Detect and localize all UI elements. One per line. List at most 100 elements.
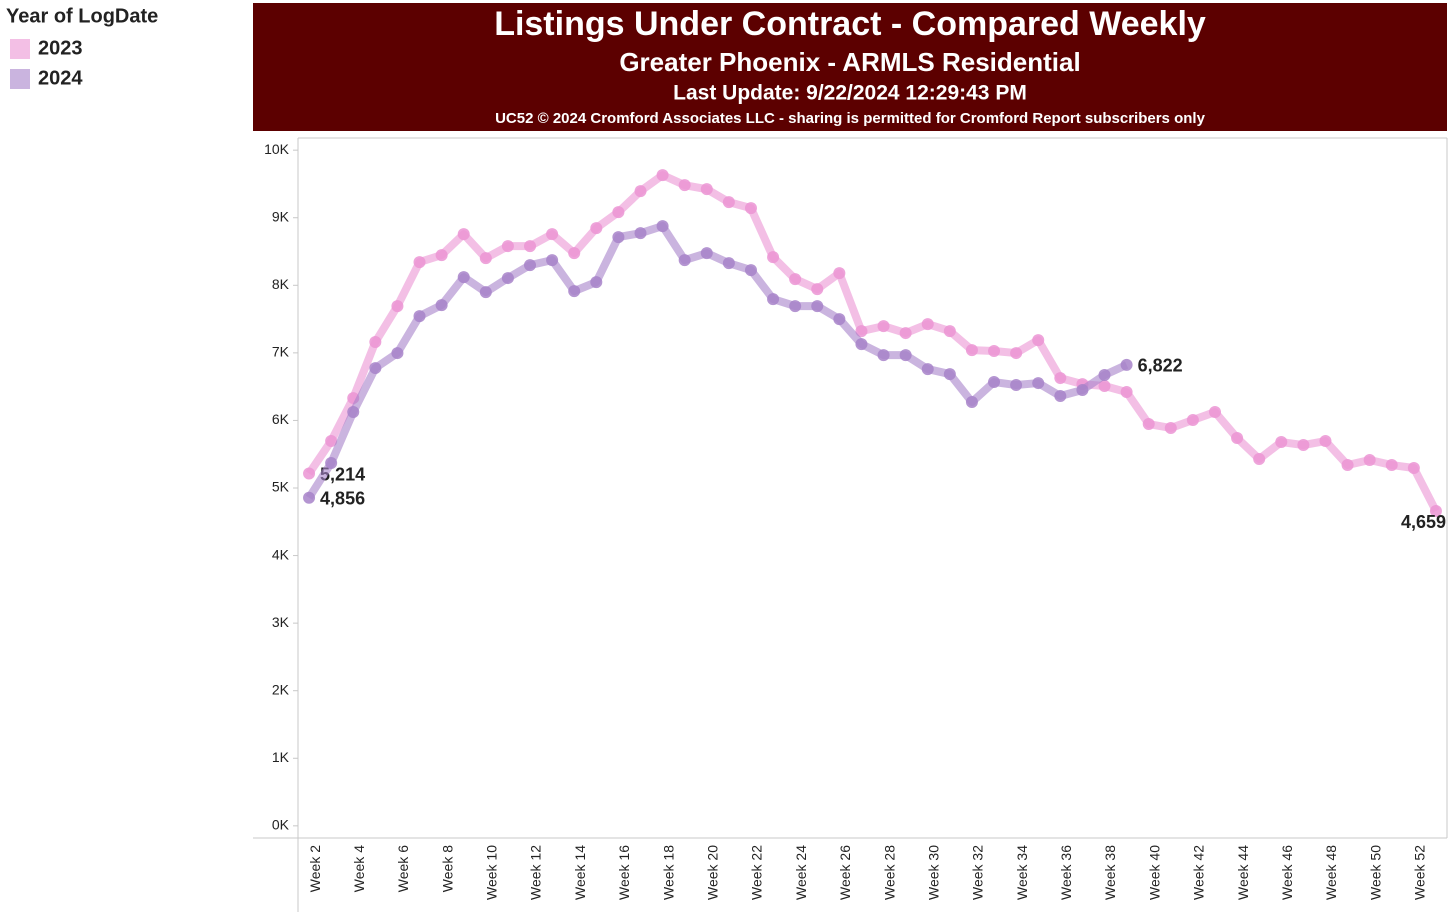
x-tick-label: Week 34 [1014,845,1030,900]
data-point [744,202,757,215]
data-point [899,327,912,340]
series-line [305,222,1129,500]
x-tick-label: Week 16 [616,845,632,900]
data-point [789,300,802,313]
data-point [943,368,956,381]
data-point [347,406,360,419]
data-point [501,272,514,285]
data-point [943,325,956,338]
data-point [1231,432,1244,444]
data-point [612,231,625,244]
chart-title: Listings Under Contract - Compared Weekl… [494,5,1206,43]
y-tick-label: 5K [272,479,290,495]
data-point [1208,406,1221,419]
data-point [877,349,890,362]
data-label: 6,822 [1138,356,1183,376]
data-point [722,196,735,209]
data-point [634,185,647,198]
data-point [722,257,735,270]
data-point [921,318,934,331]
y-tick-label: 3K [272,614,290,630]
x-tick-label: Week 22 [749,845,765,900]
data-point [1120,386,1133,399]
data-point [855,325,868,338]
y-tick-label: 9K [272,208,290,224]
data-point [789,273,802,286]
data-point [369,336,382,349]
data-point [457,271,470,284]
x-tick-label: Week 32 [970,845,986,900]
x-tick-label: Week 18 [660,845,676,900]
data-label: 4,856 [320,488,365,508]
data-point [501,240,514,253]
data-point [391,347,404,360]
data-point [1319,435,1332,448]
data-point [325,457,338,469]
data-label: 4,659 [1401,512,1446,532]
x-tick-label: Week 2 [307,845,323,892]
data-point [369,362,382,375]
x-tick-label: Week 14 [572,845,588,900]
data-point [965,396,978,409]
data-point [1054,372,1067,385]
data-point [656,220,669,233]
y-tick-label: 2K [272,681,290,697]
data-point [1363,454,1376,467]
y-tick-label: 1K [272,749,290,765]
data-point [1010,379,1023,392]
y-tick-label: 6K [272,411,290,427]
data-point [1076,384,1089,397]
x-tick-label: Week 30 [925,845,941,900]
legend-label: 2024 [38,67,83,89]
data-point [988,345,1001,358]
data-point [1032,377,1045,390]
data-point [1275,436,1288,449]
data-point [413,256,426,269]
data-point [1054,390,1067,403]
data-point [921,363,934,376]
x-tick-label: Week 8 [439,845,455,892]
data-point [965,344,978,357]
data-point [1253,453,1266,466]
data-point [877,320,890,333]
data-point [590,276,603,289]
x-tick-label: Week 42 [1191,845,1207,900]
y-tick-label: 8K [272,276,290,292]
data-point [1098,369,1111,382]
data-point [700,183,713,196]
data-point [391,300,404,313]
data-point [435,249,448,262]
data-point [590,222,603,235]
x-tick-label: Week 44 [1235,845,1251,900]
data-point [1010,347,1023,360]
data-point [546,228,559,241]
x-tick-label: Week 40 [1146,845,1162,900]
data-point [479,252,492,265]
x-tick-label: Week 6 [395,845,411,892]
data-point [303,467,316,480]
x-tick-label: Week 38 [1102,845,1118,900]
data-point [1385,459,1398,472]
data-point [546,254,559,267]
x-tick-label: Week 12 [528,845,544,900]
series-line [305,171,1440,513]
data-point [678,254,691,267]
data-point [855,338,868,351]
x-tick-label: Week 48 [1323,845,1339,900]
y-tick-label: 4K [272,546,290,562]
update-text: Last Update: 9/22/2024 12:29:43 PM [673,82,1027,105]
data-point [524,259,537,272]
data-point [524,240,537,253]
legend-swatch [10,69,30,89]
y-tick-label: 7K [272,344,290,360]
data-point [435,299,448,312]
data-point [479,286,492,299]
data-point [656,169,669,182]
data-point [325,435,338,448]
data-point [634,227,647,240]
data-point [413,310,426,323]
x-tick-label: Week 26 [837,845,853,900]
data-point [1032,334,1045,347]
